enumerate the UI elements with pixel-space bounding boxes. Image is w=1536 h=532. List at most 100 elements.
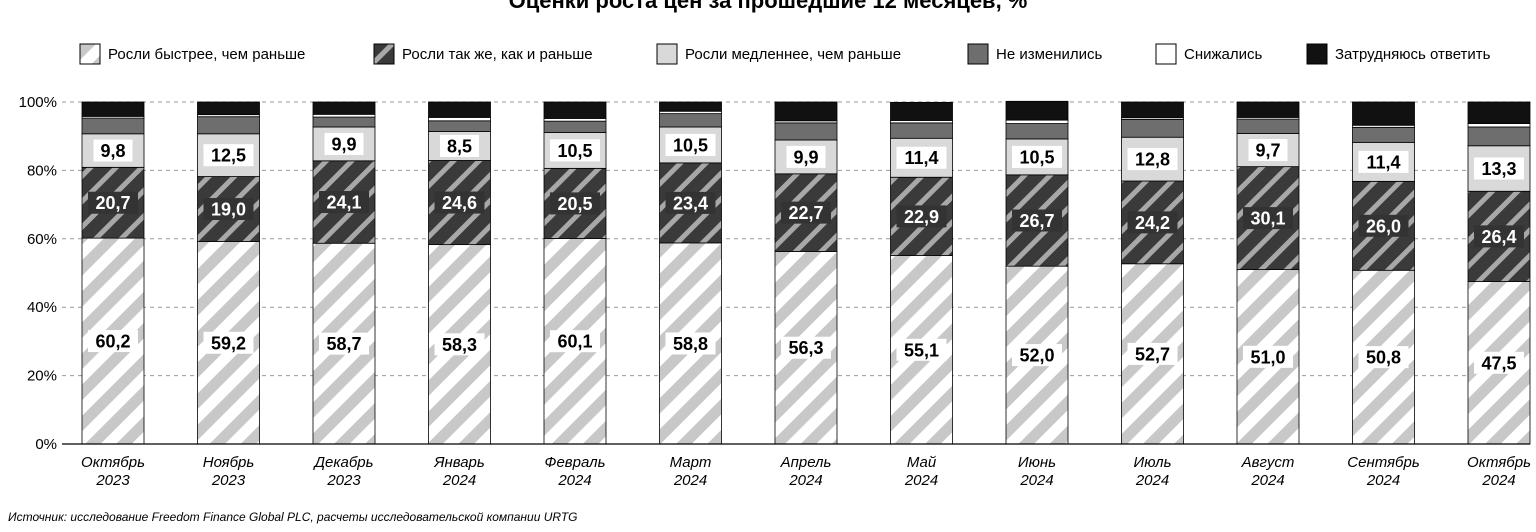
legend-swatch <box>1306 43 1328 65</box>
bar-column: 60,2 20,7 9,8 <box>81 101 145 445</box>
x-tick-year: 2024 <box>1019 472 1053 489</box>
y-tick-label: 0% <box>35 436 57 453</box>
value-label: 60,1 <box>557 332 592 352</box>
value-label: 26,4 <box>1481 227 1516 247</box>
value-label: 24,1 <box>326 193 361 213</box>
value-label-bg <box>550 330 600 353</box>
legend-swatch <box>373 43 395 65</box>
value-label: 10,5 <box>1019 147 1054 167</box>
legend-item: Затрудняюсь ответить <box>1306 43 1491 65</box>
bar-column: 60,1 20,5 10,5 <box>543 101 607 445</box>
bar-column: 50,8 26,0 11,4 <box>1352 101 1415 445</box>
value-label: 60,2 <box>95 332 130 352</box>
bar-column: 58,8 23,4 10,5 <box>659 101 722 445</box>
bar-segment <box>81 117 145 135</box>
bar-segment <box>1236 101 1300 118</box>
value-label-bg <box>434 333 485 356</box>
value-label-bg <box>319 332 369 355</box>
value-label-bg <box>781 336 831 359</box>
value-label: 58,7 <box>326 334 361 354</box>
legend-item: Росли медленнее, чем раньше <box>656 43 901 65</box>
legend-label: Снижались <box>1184 46 1263 63</box>
value-label: 11,4 <box>904 148 938 168</box>
bar-segment <box>890 122 953 139</box>
bar-segment <box>659 113 722 128</box>
bar-segment <box>1467 101 1531 124</box>
legend-swatch <box>1155 43 1177 65</box>
bar-segment <box>312 101 376 115</box>
value-label-bg <box>93 139 133 162</box>
legend-label: Затрудняюсь ответить <box>1335 46 1491 63</box>
bar-segment <box>774 122 838 141</box>
x-tick-month: Февраль <box>545 454 606 471</box>
value-label-bg <box>440 134 479 157</box>
source-note: Источник: исследование Freedom Finance G… <box>8 510 577 524</box>
bar-segment <box>197 116 260 135</box>
x-tick-year: 2023 <box>95 472 130 489</box>
legend: Росли быстрее, чем раньше Росли так же, к… <box>79 43 1491 65</box>
value-label-bg <box>434 191 485 214</box>
bar-segment <box>197 101 260 116</box>
value-label: 19,0 <box>211 200 246 220</box>
value-label-bg <box>203 331 254 354</box>
bar-segment <box>1467 123 1531 128</box>
value-label: 11,4 <box>1366 152 1400 172</box>
value-label: 52,0 <box>1019 346 1054 366</box>
x-tick-year: 2024 <box>1135 472 1169 489</box>
value-label-bg <box>319 191 369 214</box>
value-label-bg <box>786 145 826 168</box>
value-label-bg <box>1358 214 1409 237</box>
bar-segment <box>312 113 376 118</box>
bar-segment <box>543 118 607 122</box>
x-tick-year: 2024 <box>1250 472 1284 489</box>
value-label: 51,0 <box>1250 347 1285 367</box>
y-tick-label: 60% <box>27 231 57 248</box>
value-label-bg <box>1474 351 1524 374</box>
x-tick-year: 2024 <box>557 472 591 489</box>
value-label: 26,7 <box>1019 211 1054 231</box>
value-label-bg <box>203 144 254 167</box>
x-tick-month: Май <box>907 454 937 471</box>
x-tick-month: Ноябрь <box>203 454 255 471</box>
y-tick-label: 20% <box>27 368 57 385</box>
bar-segment <box>312 116 376 128</box>
x-tick-year: 2024 <box>1481 472 1515 489</box>
x-tick-month: Июль <box>1133 454 1171 471</box>
value-label: 9,9 <box>331 134 356 154</box>
bar-segment <box>428 120 491 132</box>
bar-segment <box>774 101 838 122</box>
value-label: 10,5 <box>557 141 592 161</box>
axes: 0%20%40%60%80%100%Октябрь2023Ноябрь2023Д… <box>19 94 1531 489</box>
value-label-bg <box>324 132 364 155</box>
value-label-bg <box>1358 150 1409 173</box>
value-label-bg <box>88 191 138 214</box>
bar-segment <box>1236 118 1300 134</box>
bars: 60,2 20,7 9,8 59,2 19,0 12,5 58,7 24,1 9,9 58,3 24… <box>81 100 1531 445</box>
x-tick-year: 2023 <box>211 472 246 489</box>
value-label: 55,1 <box>904 340 939 360</box>
value-label: 12,8 <box>1135 150 1170 170</box>
y-tick-label: 100% <box>19 94 57 111</box>
x-tick-month: Июнь <box>1018 454 1056 471</box>
bar-column: 59,2 19,0 12,5 <box>197 101 260 445</box>
x-tick-year: 2024 <box>904 472 938 489</box>
value-label: 24,2 <box>1135 213 1170 233</box>
x-tick-month: Октябрь <box>1467 454 1531 471</box>
value-label: 30,1 <box>1250 209 1285 229</box>
bar-segment <box>659 101 722 112</box>
bar-segment <box>1121 119 1184 138</box>
bar-column: 56,3 22,7 9,9 <box>774 101 838 445</box>
value-label: 47,5 <box>1481 353 1516 373</box>
value-label: 8,5 <box>447 136 472 156</box>
value-label-bg <box>1012 344 1062 367</box>
bar-column: 47,5 26,4 13,3 <box>1467 101 1531 445</box>
y-tick-label: 80% <box>27 162 57 179</box>
value-label: 23,4 <box>673 193 708 213</box>
legend-item: Росли так же, как и раньше <box>373 43 593 65</box>
y-tick-label: 40% <box>27 299 57 316</box>
value-label-bg <box>665 133 716 156</box>
value-label-bg <box>665 191 716 214</box>
value-label: 22,9 <box>904 207 939 227</box>
value-label-bg <box>1127 148 1178 171</box>
